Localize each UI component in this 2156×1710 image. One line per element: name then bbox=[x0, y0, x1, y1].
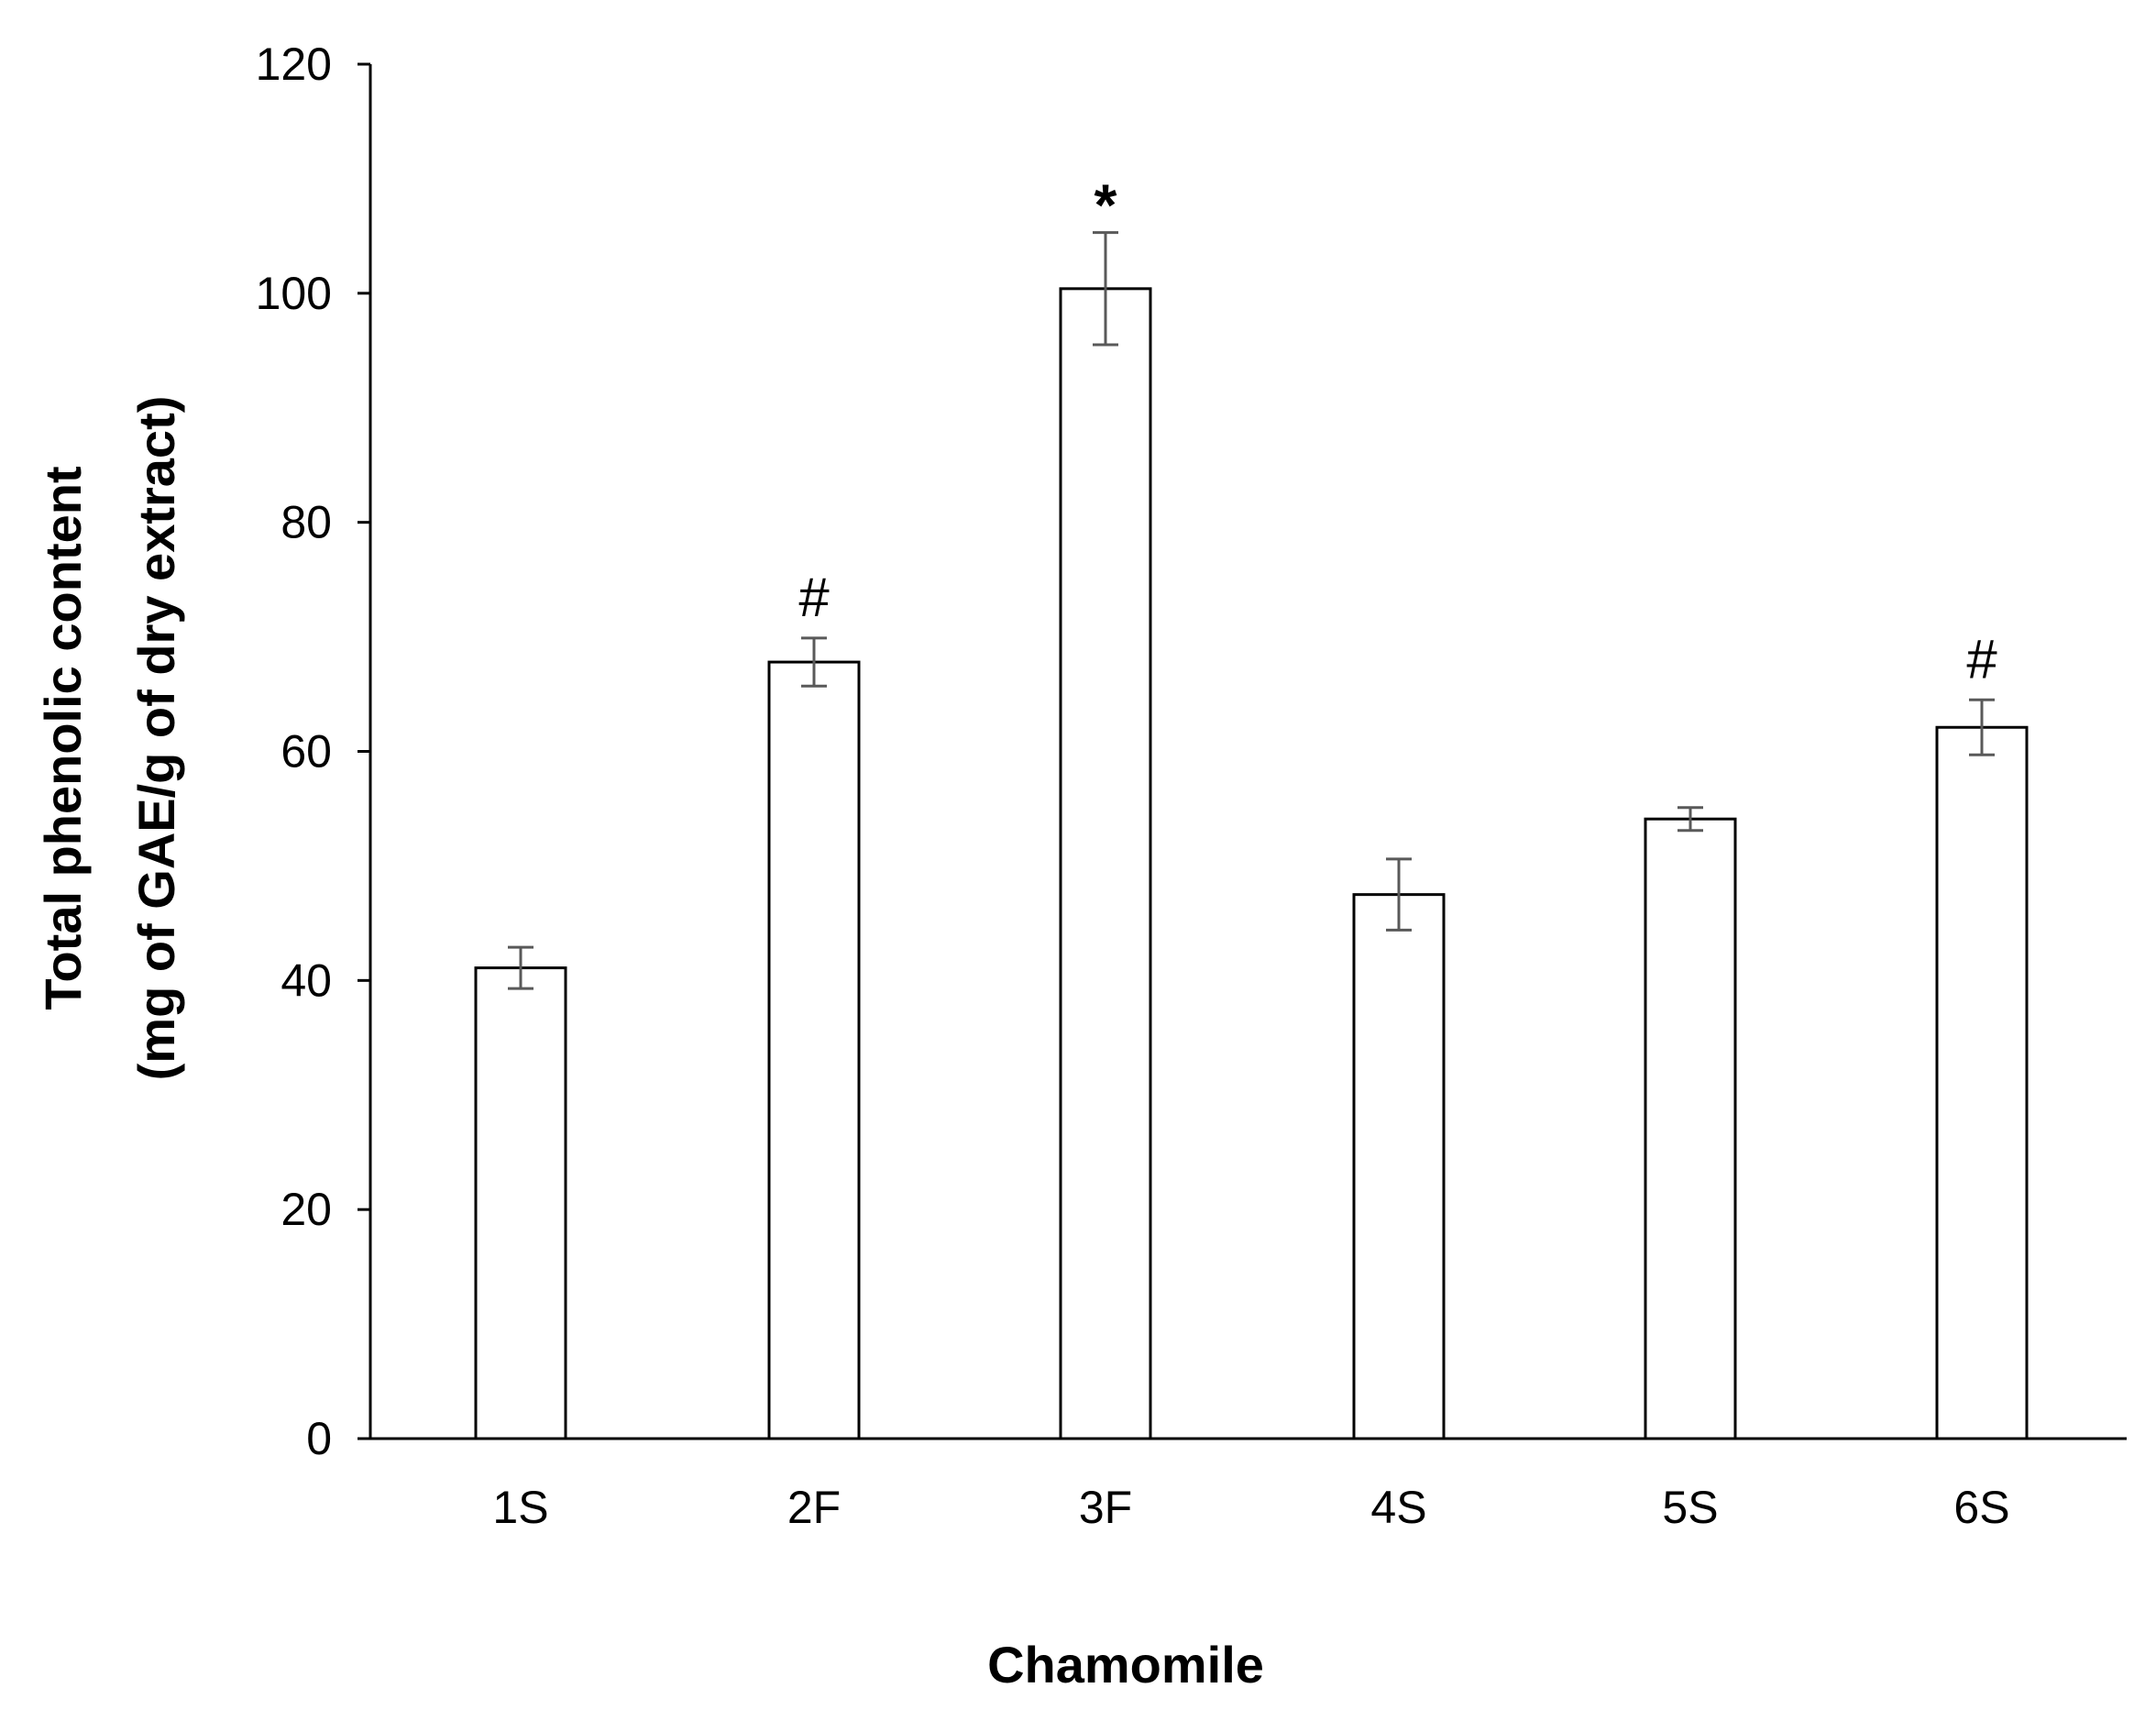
plot-area: # * # bbox=[474, 172, 2029, 1440]
x-tick-label: 2F bbox=[787, 1482, 841, 1533]
significance-hash-2F: # bbox=[798, 567, 830, 628]
error-bar-1S bbox=[508, 945, 534, 990]
y-tick-label: 20 bbox=[280, 1184, 332, 1235]
bar-6S bbox=[1935, 725, 2029, 1440]
significance-hash-6S: # bbox=[1966, 628, 1997, 690]
bar-4S bbox=[1352, 893, 1446, 1440]
error-bar-5S bbox=[1678, 806, 1703, 833]
y-tick-label: 60 bbox=[280, 726, 332, 778]
x-tick-label: 4S bbox=[1370, 1482, 1426, 1533]
y-tick-label: 100 bbox=[256, 268, 332, 319]
x-axis: 1S 2F 3F 4S 5S 6S bbox=[370, 1437, 2127, 1533]
error-bar-6S bbox=[1969, 698, 1995, 756]
y-tick-label: 120 bbox=[256, 39, 332, 90]
y-axis-title-line-1: Total phenolic content bbox=[34, 466, 92, 1009]
y-axis-title: Total phenolic content (mg of GAE/g of d… bbox=[34, 396, 185, 1081]
x-tick-label: 3F bbox=[1079, 1482, 1132, 1533]
bar-1S bbox=[474, 966, 567, 1440]
y-tick-label: 40 bbox=[280, 954, 332, 1006]
bar-2F bbox=[767, 660, 861, 1440]
x-tick-label: 6S bbox=[1953, 1482, 2009, 1533]
error-bar-3F bbox=[1093, 231, 1118, 347]
significance-asterisk-3F: * bbox=[1094, 172, 1117, 238]
y-axis-title-line-2: (mg of GAE/g of dry extract) bbox=[127, 396, 185, 1081]
x-tick-label: 5S bbox=[1662, 1482, 1718, 1533]
y-tick-label: 0 bbox=[306, 1413, 332, 1464]
y-axis: 0 20 40 60 80 100 120 bbox=[256, 39, 372, 1464]
error-bar-4S bbox=[1386, 857, 1412, 932]
error-bar-2F bbox=[801, 636, 827, 688]
bar-5S bbox=[1644, 817, 1737, 1440]
x-axis-title: Chamomile bbox=[987, 1636, 1264, 1693]
y-tick-label: 80 bbox=[280, 497, 332, 548]
bar-3F bbox=[1059, 287, 1152, 1440]
x-tick-label: 1S bbox=[492, 1482, 548, 1533]
